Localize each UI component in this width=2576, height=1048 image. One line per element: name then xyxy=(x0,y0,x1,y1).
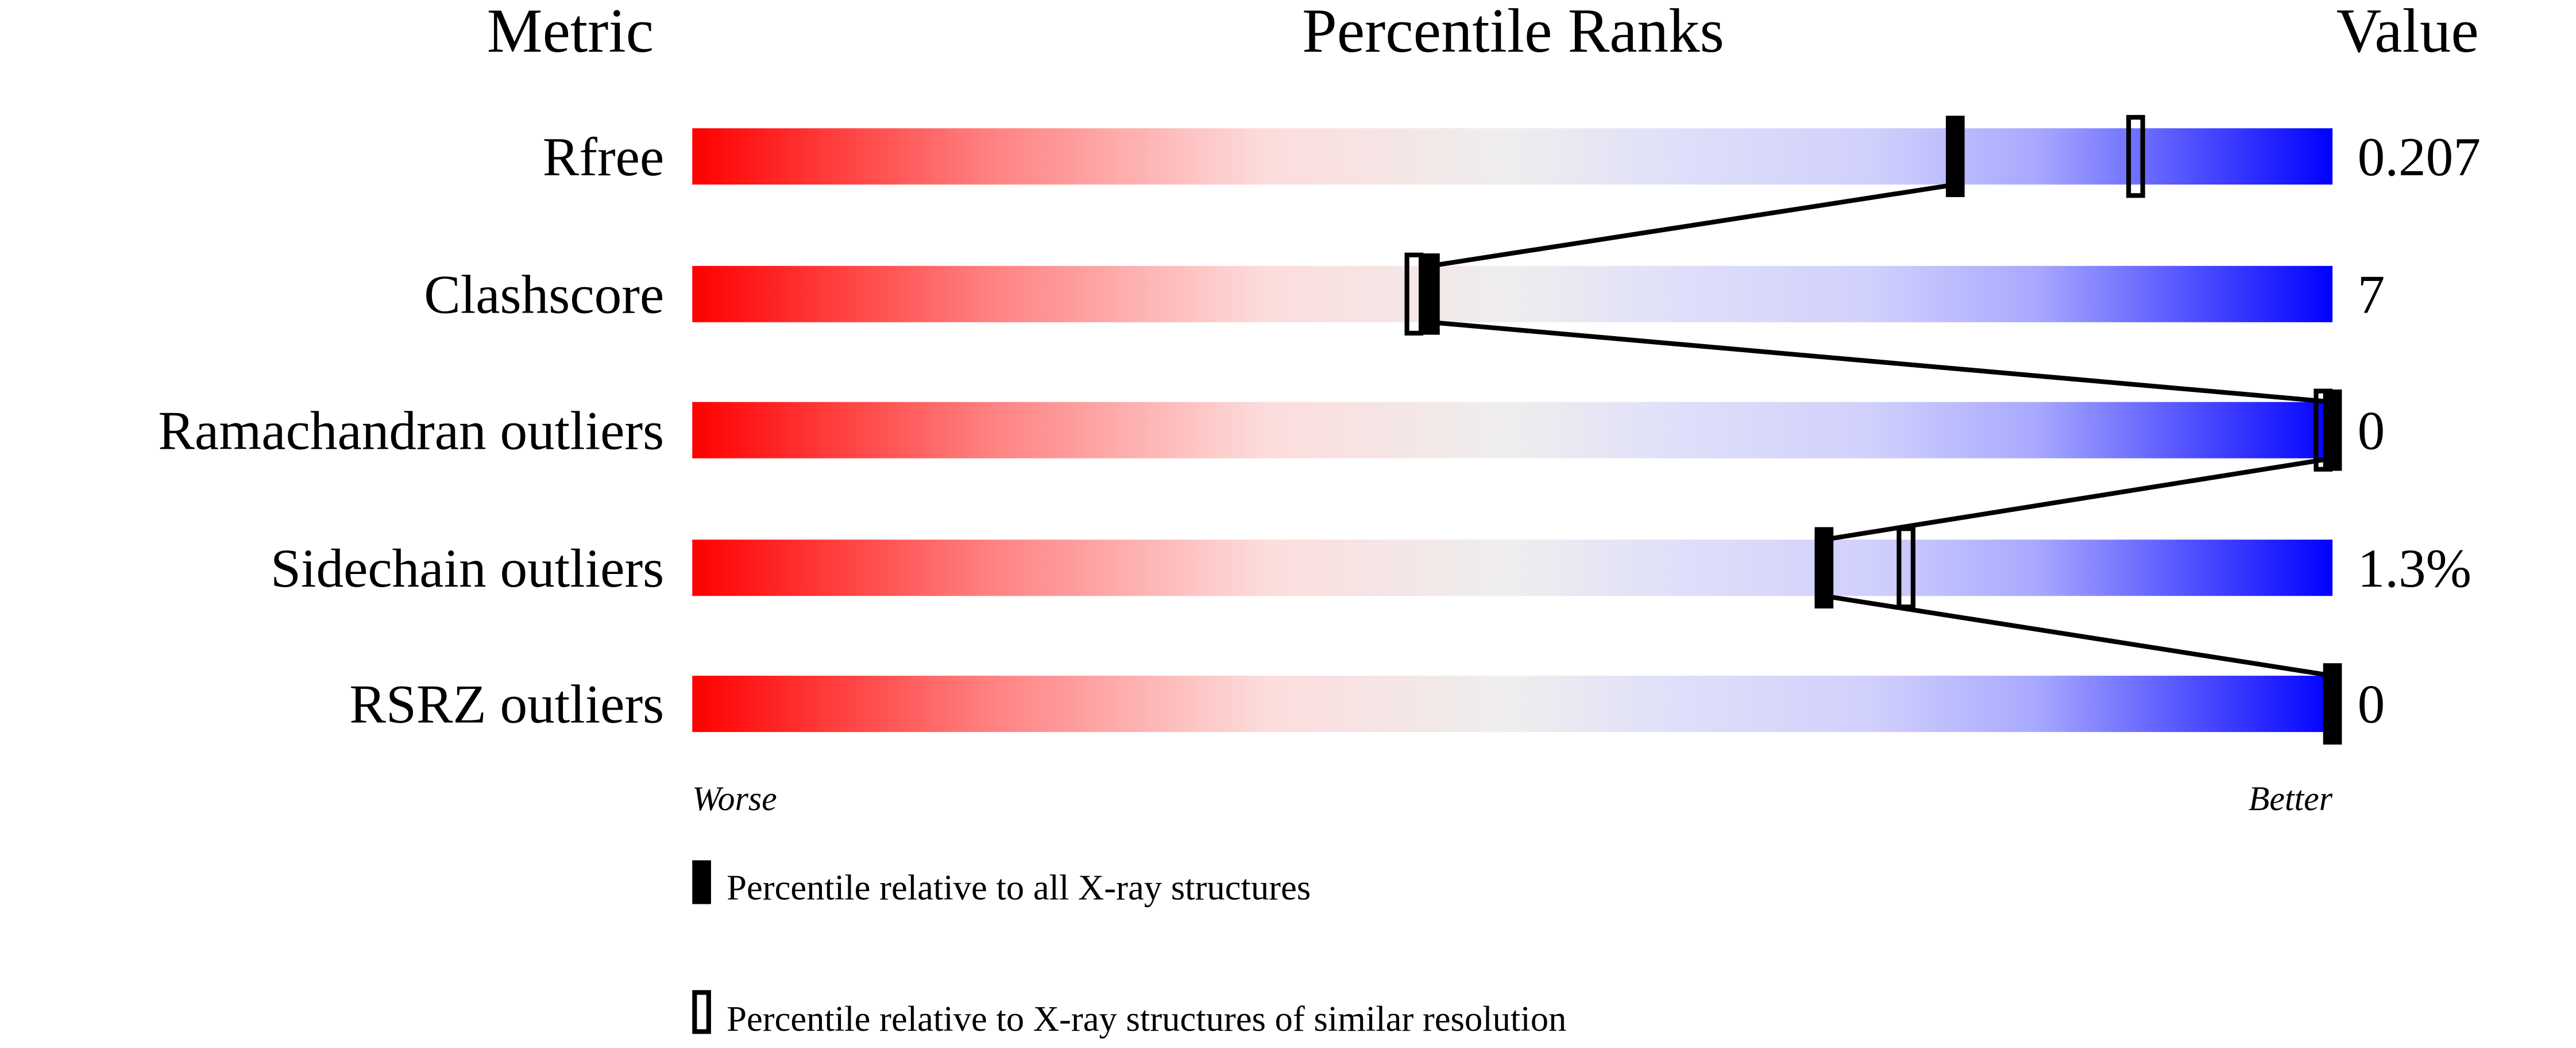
marker-all-structures xyxy=(1421,253,1440,335)
axis-better-label: Better xyxy=(2249,780,2333,818)
marker-similar-resolution xyxy=(1897,526,1915,610)
metric-value: 1.3% xyxy=(2358,538,2471,599)
metric-label: Clashscore xyxy=(424,264,664,325)
metric-value: 0 xyxy=(2358,400,2385,461)
metric-label: Rfree xyxy=(543,126,665,187)
header-percentile-ranks: Percentile Ranks xyxy=(1302,0,1724,66)
legend-all-label: Percentile relative to all X-ray structu… xyxy=(727,867,1311,907)
percentile-bar xyxy=(692,540,2333,596)
legend-all-swatch xyxy=(692,860,711,904)
axis-worse-label: Worse xyxy=(692,780,777,818)
percentile-bar xyxy=(692,128,2333,185)
metric-value: 0 xyxy=(2358,674,2385,735)
legend-similar-label: Percentile relative to X-ray structures … xyxy=(727,999,1566,1039)
percentile-bar xyxy=(692,676,2333,733)
marker-all-structures xyxy=(2323,389,2342,471)
percentile-link-line xyxy=(1430,319,2333,404)
metric-label: Sidechain outliers xyxy=(271,538,664,599)
metric-value: 0.207 xyxy=(2358,126,2481,187)
legend-similar-swatch xyxy=(692,990,711,1034)
percentile-bar xyxy=(692,402,2333,458)
percentile-link-line xyxy=(1824,456,2333,542)
header-value: Value xyxy=(2336,0,2479,66)
percentile-link-line xyxy=(1430,182,1956,268)
header-metric: Metric xyxy=(487,0,654,66)
marker-all-structures xyxy=(2323,663,2342,745)
marker-all-structures xyxy=(1814,527,1834,609)
metric-value: 7 xyxy=(2358,264,2385,325)
marker-similar-resolution xyxy=(2126,115,2145,198)
marker-all-structures xyxy=(1945,115,1965,198)
metric-label: Ramachandran outliers xyxy=(158,400,664,461)
percentile-bar xyxy=(692,265,2333,322)
metric-label: RSRZ outliers xyxy=(349,674,664,735)
